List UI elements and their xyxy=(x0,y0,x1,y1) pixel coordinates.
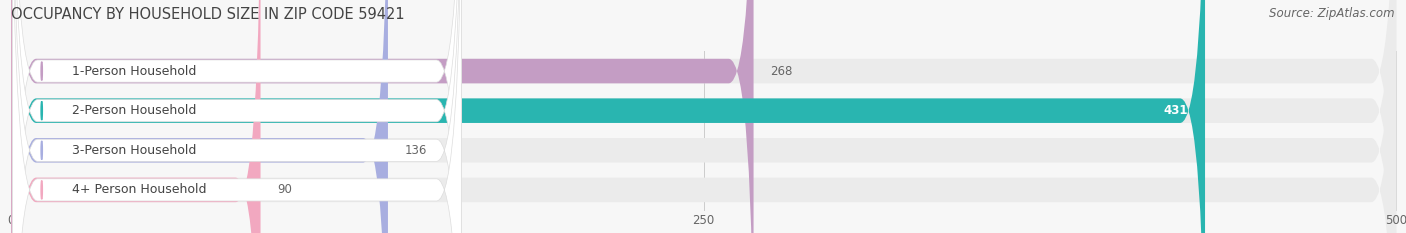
FancyBboxPatch shape xyxy=(11,0,754,233)
Text: 1-Person Household: 1-Person Household xyxy=(72,65,197,78)
FancyBboxPatch shape xyxy=(11,0,1396,233)
Text: 136: 136 xyxy=(405,144,427,157)
Text: 3-Person Household: 3-Person Household xyxy=(72,144,197,157)
FancyBboxPatch shape xyxy=(11,0,1396,233)
FancyBboxPatch shape xyxy=(13,0,461,233)
Text: 268: 268 xyxy=(770,65,793,78)
FancyBboxPatch shape xyxy=(11,0,1205,233)
FancyBboxPatch shape xyxy=(11,0,260,233)
Text: Source: ZipAtlas.com: Source: ZipAtlas.com xyxy=(1270,7,1395,20)
FancyBboxPatch shape xyxy=(11,0,388,233)
FancyBboxPatch shape xyxy=(13,0,461,233)
FancyBboxPatch shape xyxy=(13,0,461,233)
FancyBboxPatch shape xyxy=(13,0,461,233)
Text: OCCUPANCY BY HOUSEHOLD SIZE IN ZIP CODE 59421: OCCUPANCY BY HOUSEHOLD SIZE IN ZIP CODE … xyxy=(11,7,405,22)
Text: 90: 90 xyxy=(277,183,292,196)
Text: 431: 431 xyxy=(1164,104,1188,117)
FancyBboxPatch shape xyxy=(11,0,1396,233)
Text: 4+ Person Household: 4+ Person Household xyxy=(72,183,207,196)
FancyBboxPatch shape xyxy=(11,0,1396,233)
Text: 2-Person Household: 2-Person Household xyxy=(72,104,197,117)
